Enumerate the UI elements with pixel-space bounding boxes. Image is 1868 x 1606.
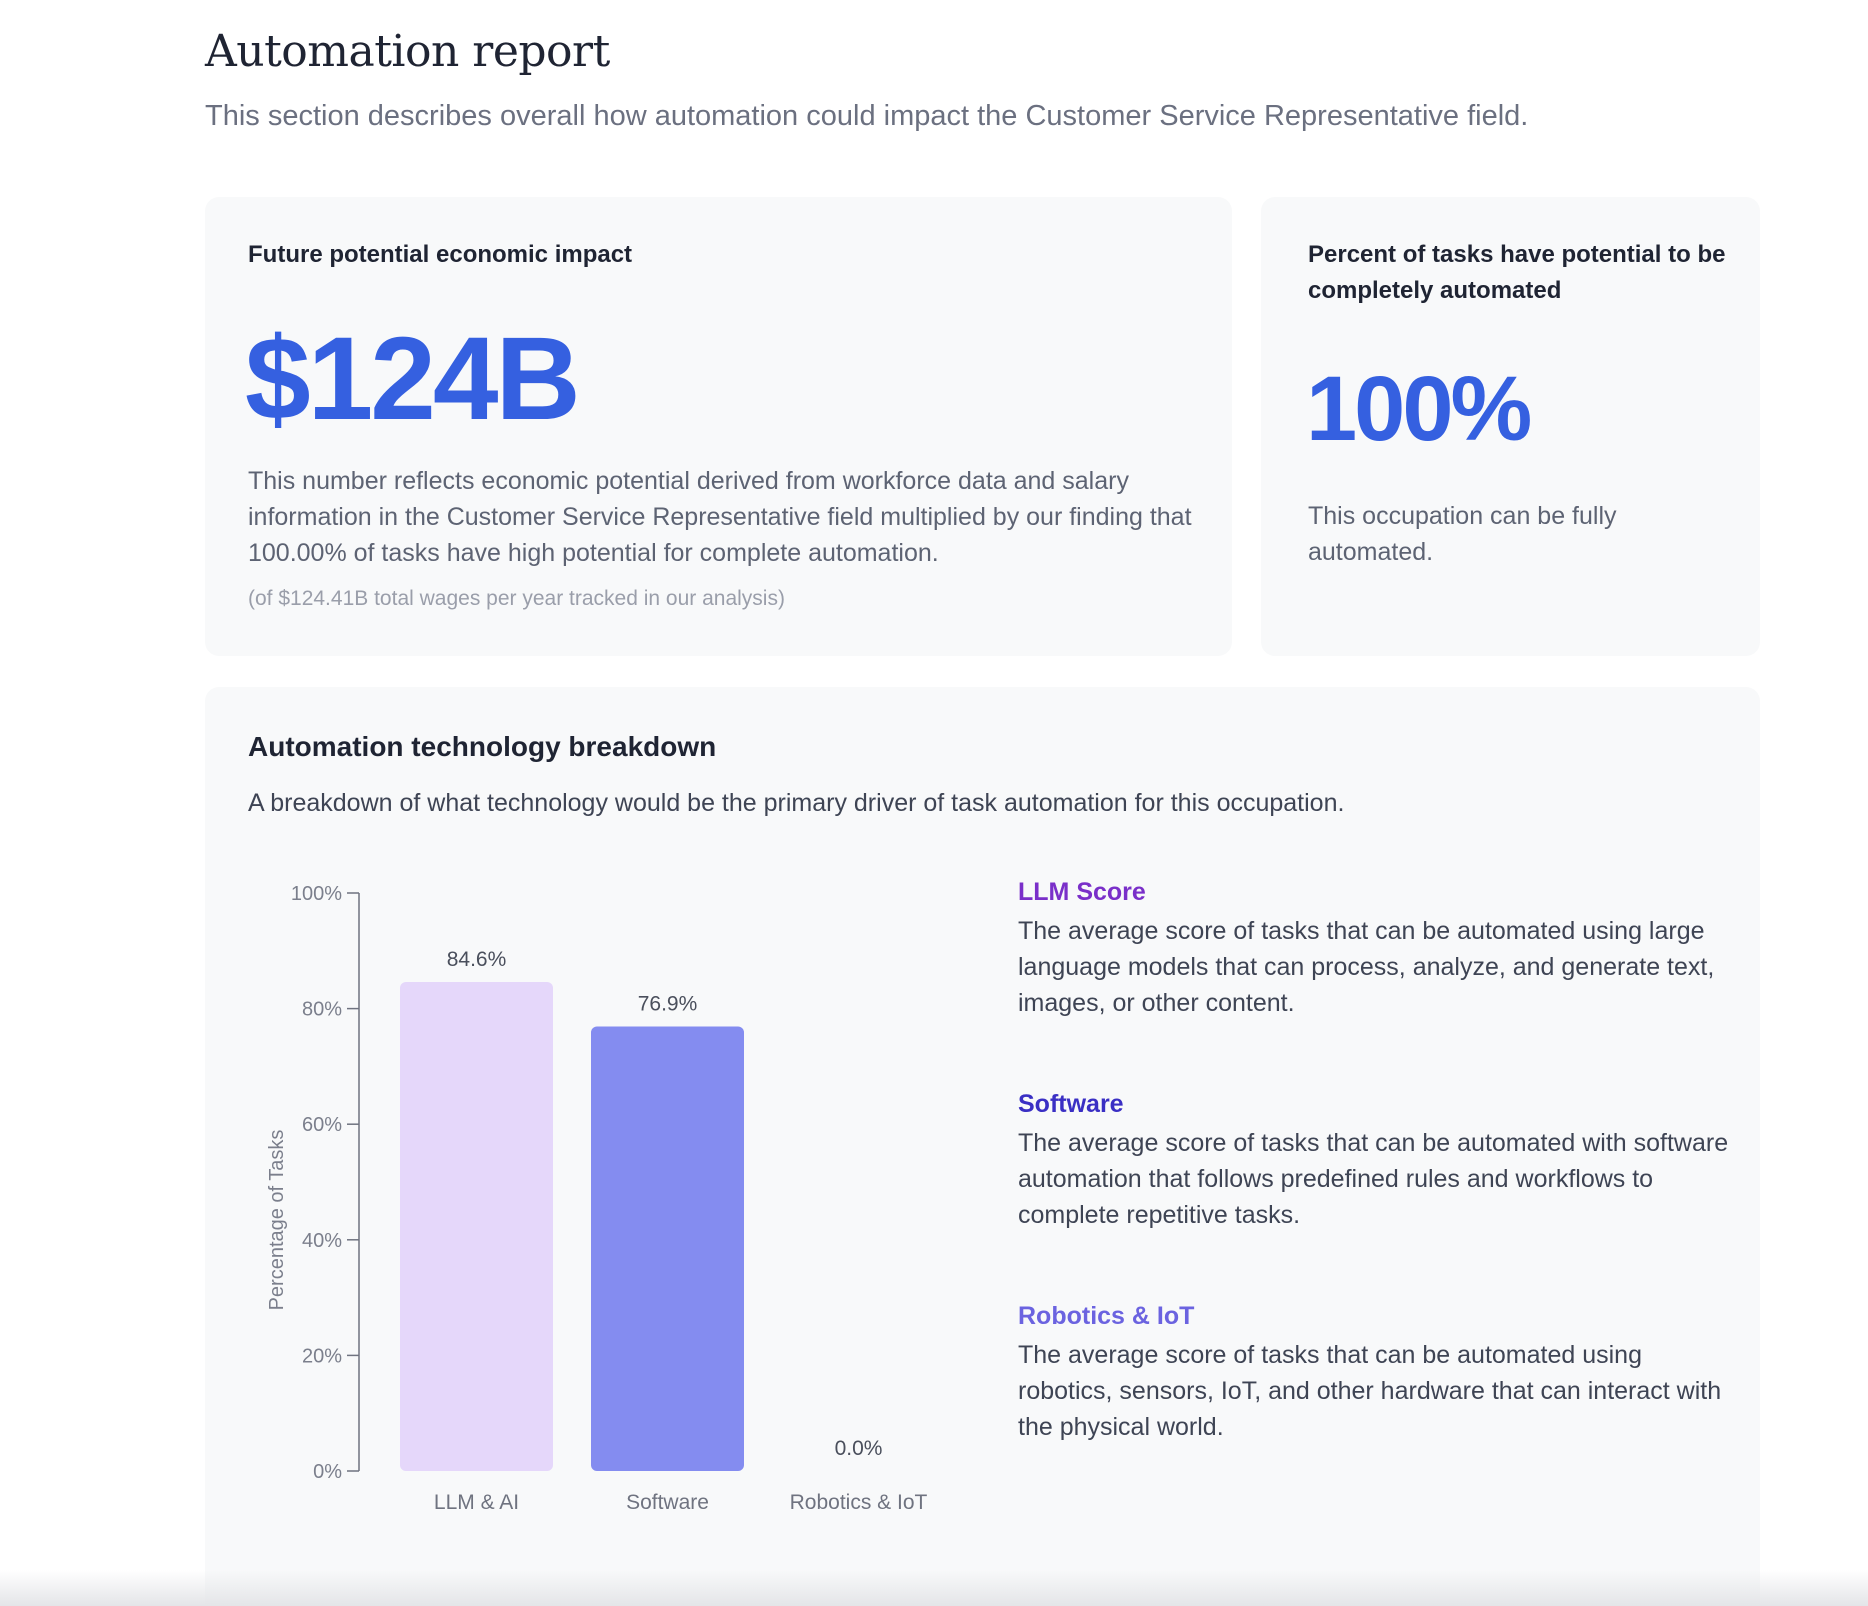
- x-tick-label: Robotics & IoT: [790, 1491, 928, 1514]
- legend-description-robotics: The average score of tasks that can be a…: [1018, 1341, 1722, 1441]
- bar: [591, 1026, 744, 1471]
- legend-item-robotics: Robotics & IoT The average score of task…: [1018, 1299, 1738, 1445]
- legend-item-software: Software The average score of tasks that…: [1018, 1087, 1738, 1233]
- technology-bar-chart: 0% 20% 40% 60% 80% 100% Percentage of Tasks 84.…: [266, 883, 928, 1514]
- y-tick-label: 40%: [302, 1230, 342, 1252]
- technology-breakdown-card: Automation technology breakdown A breakd…: [205, 687, 1760, 1606]
- y-tick-label: 60%: [302, 1114, 342, 1136]
- legend-item-llm: LLM Score The average score of tasks tha…: [1018, 875, 1738, 1021]
- automation-percent-label: Percent of tasks have potential to be co…: [1308, 241, 1726, 304]
- legend-title-software: Software: [1018, 1090, 1124, 1118]
- legend-title-llm: LLM Score: [1018, 878, 1146, 906]
- x-tick-label: LLM & AI: [434, 1491, 519, 1514]
- economic-impact-description: This number reflects economic potential …: [248, 467, 1192, 567]
- page-subtitle: This section describes overall how autom…: [205, 100, 1529, 132]
- breakdown-description: A breakdown of what technology would be …: [248, 789, 1345, 817]
- automation-percent-value: 100%: [1306, 358, 1532, 460]
- bar-value-label: 84.6%: [447, 948, 507, 971]
- economic-impact-card: Future potential economic impact $124B T…: [205, 197, 1232, 656]
- legend-title-robotics: Robotics & IoT: [1018, 1302, 1195, 1330]
- y-tick-label: 80%: [302, 999, 342, 1021]
- y-tick-label: 0%: [313, 1461, 342, 1483]
- y-tick-label: 100%: [291, 883, 342, 905]
- bar: [400, 982, 553, 1471]
- economic-impact-label: Future potential economic impact: [248, 241, 633, 268]
- y-axis-title: Percentage of Tasks: [266, 1130, 288, 1311]
- legend-description-software: The average score of tasks that can be a…: [1018, 1129, 1729, 1229]
- bottom-fade: [0, 1570, 1868, 1606]
- breakdown-title: Automation technology breakdown: [248, 731, 717, 762]
- y-tick-label: 20%: [302, 1345, 342, 1367]
- page-title: Automation report: [205, 26, 610, 77]
- legend-description-llm: The average score of tasks that can be a…: [1018, 917, 1715, 1017]
- bar-value-label: 76.9%: [638, 993, 698, 1016]
- automation-percent-description: This occupation can be fully automated.: [1308, 502, 1617, 566]
- economic-impact-note: (of $124.41B total wages per year tracke…: [248, 587, 785, 610]
- bar-value-label: 0.0%: [835, 1437, 883, 1460]
- economic-impact-value: $124B: [245, 313, 581, 445]
- x-tick-label: Software: [626, 1491, 709, 1514]
- automation-percent-card: Percent of tasks have potential to be co…: [1261, 197, 1760, 656]
